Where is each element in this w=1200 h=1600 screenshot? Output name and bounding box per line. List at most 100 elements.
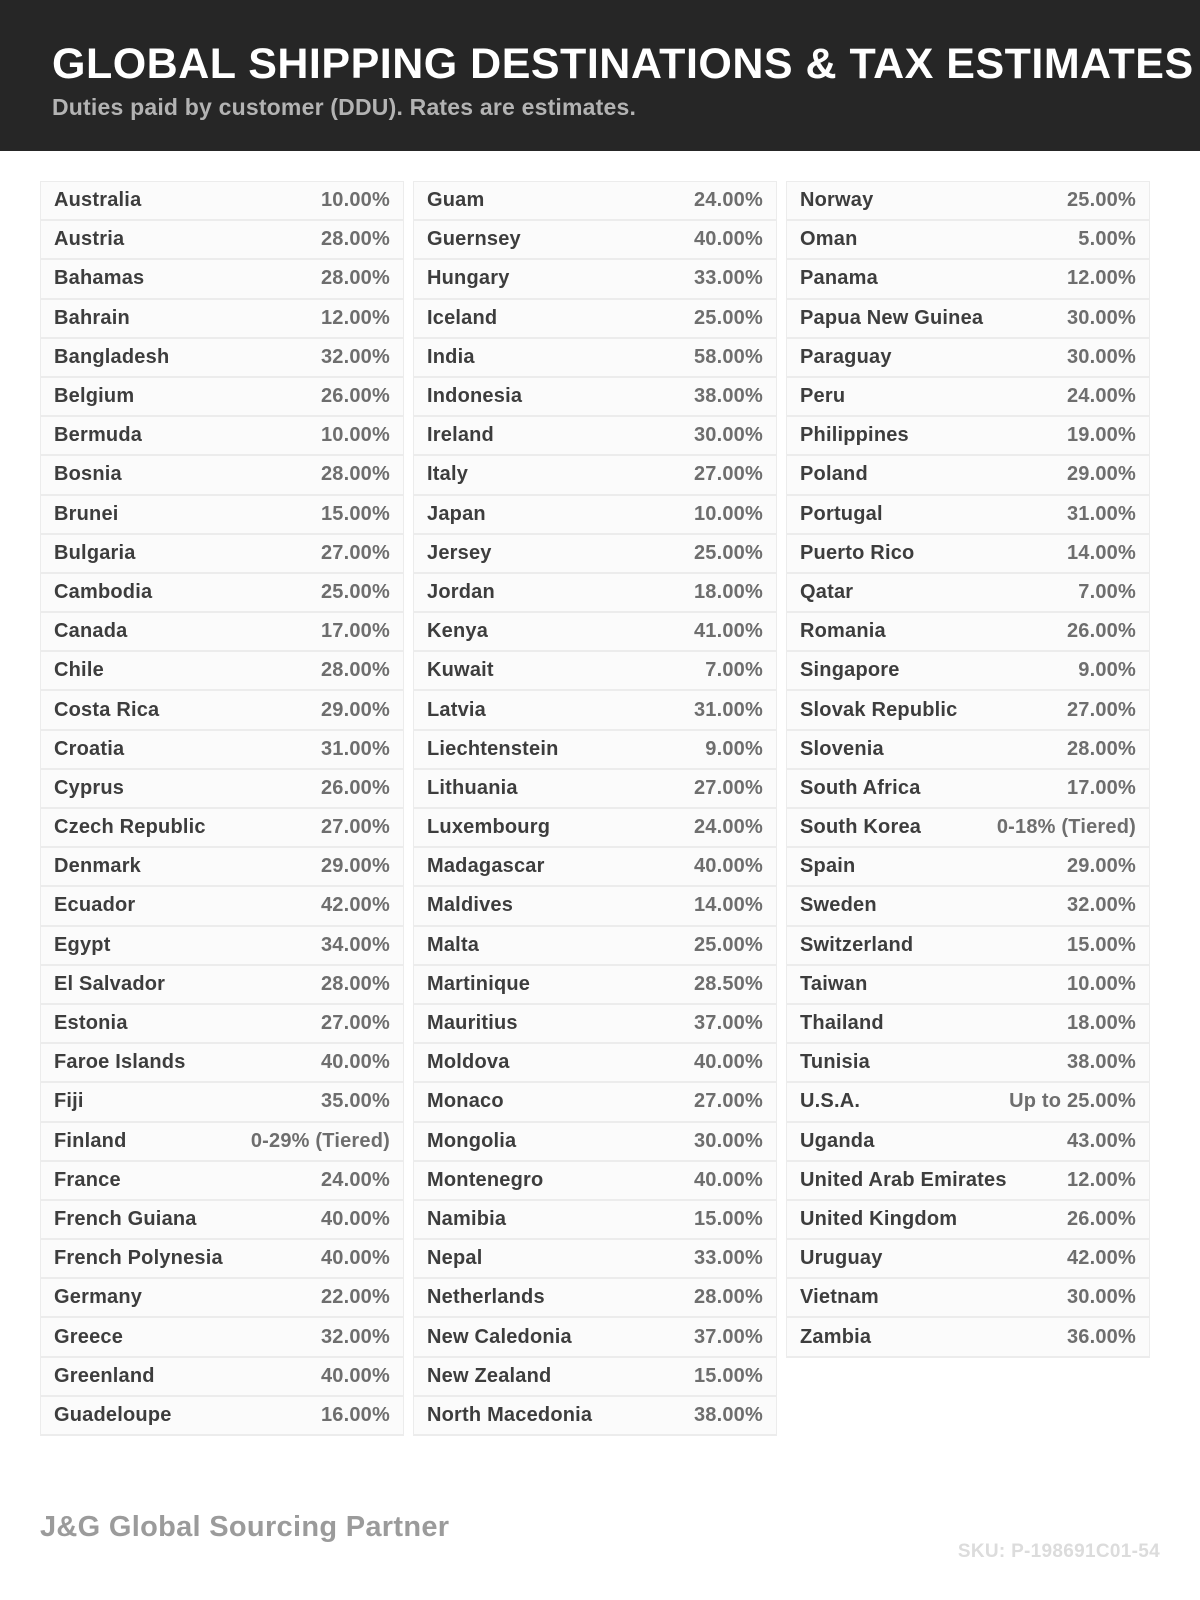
tax-rate: 38.00% [693,1403,763,1426]
country-name: Netherlands [427,1286,545,1309]
table-row: Zambia 36.00% [787,1318,1149,1358]
tax-rate: 29.00% [320,855,390,878]
table-row: Vietnam 30.00% [787,1279,1149,1319]
tax-rate: 35.00% [320,1090,390,1113]
table-row: Greenland 40.00% [41,1357,403,1397]
country-name: Malta [427,933,480,956]
tax-rate: 25.00% [1066,189,1136,212]
tax-rate: 40.00% [320,1247,390,1270]
tax-rate: 10.00% [693,502,763,525]
country-name: Martinique [427,972,531,995]
tax-rate: 36.00% [1066,1325,1136,1348]
tax-rate: 27.00% [320,1012,390,1035]
country-name: Bangladesh [54,345,170,368]
table-row: Romania 26.00% [787,613,1149,653]
tax-rate: 26.00% [1066,620,1136,643]
country-name: Monaco [427,1090,504,1113]
tax-rate: 24.00% [693,816,763,839]
table-row: Czech Republic 27.00% [41,809,403,849]
tax-rate: 33.00% [693,1247,763,1270]
table-row: United Kingdom 26.00% [787,1200,1149,1241]
country-name: Poland [800,463,868,486]
brand-name: J&G Global Sourcing Partner [40,1511,450,1543]
table-row: South Africa 17.00% [787,769,1149,809]
tax-rate: 28.00% [693,1286,763,1309]
tax-rate: 40.00% [693,855,763,878]
table-row: Madagascar 40.00% [414,848,776,888]
tax-rate: 30.00% [1066,345,1136,368]
country-name: Lithuania [427,776,518,799]
tax-rate: 9.00% [1078,659,1136,682]
table-row: Oman 5.00% [787,221,1149,261]
country-name: Bosnia [54,463,122,486]
country-name: Czech Republic [54,816,206,839]
table-row: Finland 0-29% (Tiered) [41,1122,403,1162]
tax-rate: 28.00% [320,972,390,995]
tax-rate: 40.00% [320,1051,390,1074]
table-row: Iceland 25.00% [414,299,776,339]
country-name: Bulgaria [54,541,136,564]
table-row: French Polynesia 40.00% [41,1240,403,1280]
country-name: Denmark [54,855,141,878]
country-name: United Arab Emirates [800,1168,1007,1191]
country-name: Chile [54,659,104,682]
tax-rate: 28.00% [1066,737,1136,760]
tax-rate: 15.00% [320,502,390,525]
tax-rate: 32.00% [1066,894,1136,917]
country-name: India [427,345,475,368]
table-row: El Salvador 28.00% [41,965,403,1005]
table-row: Sweden 32.00% [787,887,1149,927]
country-name: Moldova [427,1051,510,1074]
table-row: North Macedonia 38.00% [414,1396,776,1436]
tax-rate: 9.00% [705,737,763,760]
country-name: Vietnam [800,1286,879,1309]
country-name: U.S.A. [800,1090,861,1113]
tax-table: Australia 10.00% Austria 28.00% Bahamas 28.00… [40,181,1160,1436]
tax-rate: 28.00% [320,228,390,251]
tax-rate: 27.00% [693,776,763,799]
country-name: Austria [54,228,125,251]
tax-rate: 25.00% [693,306,763,329]
table-row: Greece 32.00% [41,1318,403,1358]
table-row: Estonia 27.00% [41,1004,403,1045]
tax-rate: 37.00% [693,1012,763,1035]
tax-rate: 42.00% [320,894,390,917]
country-name: Taiwan [800,972,868,995]
table-row: Bahamas 28.00% [41,260,403,300]
tax-rate: 43.00% [1066,1129,1136,1152]
tax-rate: 14.00% [693,894,763,917]
table-row: Namibia 15.00% [414,1200,776,1241]
table-row: Slovak Republic 27.00% [787,691,1149,731]
table-row: France 24.00% [41,1161,403,1201]
country-name: Oman [800,228,858,251]
country-name: Germany [54,1286,143,1309]
tax-rate: 30.00% [693,424,763,447]
tax-rate: 29.00% [320,698,390,721]
country-name: Singapore [800,659,900,682]
country-name: Iceland [427,306,498,329]
table-row: Taiwan 10.00% [787,965,1149,1005]
tax-rate: 10.00% [1066,972,1136,995]
tax-rate: 16.00% [320,1403,390,1426]
country-name: Slovak Republic [800,698,958,721]
country-name: Croatia [54,737,125,760]
table-row: Japan 10.00% [414,495,776,535]
country-name: Mauritius [427,1012,518,1035]
table-row: Croatia 31.00% [41,730,403,770]
country-name: Guadeloupe [54,1403,172,1426]
country-name: Tunisia [800,1051,870,1074]
country-name: Estonia [54,1012,128,1035]
tax-rate: 42.00% [1066,1247,1136,1270]
tax-rate: 7.00% [705,659,763,682]
country-name: Norway [800,189,874,212]
tax-rate: 40.00% [320,1207,390,1230]
table-row: Italy 27.00% [414,456,776,496]
country-name: El Salvador [54,972,166,995]
table-row: Egypt 34.00% [41,926,403,966]
table-row: India 58.00% [414,338,776,378]
table-row: Fiji 35.00% [41,1083,403,1123]
country-name: Spain [800,855,856,878]
table-row: Kenya 41.00% [414,613,776,653]
tax-rate: 31.00% [693,698,763,721]
tax-rate: 25.00% [693,541,763,564]
